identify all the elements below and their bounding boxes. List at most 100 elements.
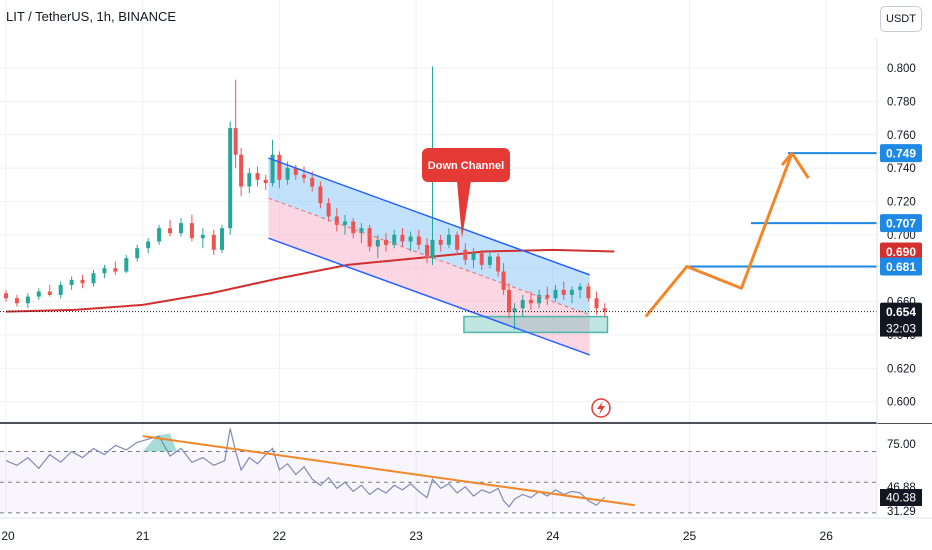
time-tick-label: 21 <box>136 529 150 543</box>
candle-body <box>178 223 183 234</box>
candle-body <box>430 239 435 259</box>
candle-body <box>528 299 533 304</box>
candle-body <box>189 223 194 239</box>
candle-body <box>4 293 8 299</box>
candle-body <box>561 289 566 295</box>
rsi-tick-label: 31.29 <box>887 506 916 518</box>
candle-body <box>211 234 216 250</box>
candle-body <box>569 289 574 295</box>
price-label-pill <box>880 214 922 233</box>
channel-upper-fill <box>268 158 590 315</box>
candle-body <box>507 289 512 312</box>
candle-body <box>277 154 282 180</box>
candle-body <box>553 289 558 299</box>
candle-body <box>219 228 224 250</box>
price-label-pill <box>880 302 922 321</box>
rsi-line <box>5 428 606 508</box>
candle-body <box>113 268 118 272</box>
channel-upper-line <box>268 157 590 276</box>
candle-body <box>416 236 421 245</box>
projection-arrowhead <box>780 152 794 167</box>
candle-body <box>479 253 484 265</box>
candle-body <box>302 174 307 179</box>
candle-body <box>263 179 268 184</box>
countdown-text: 32:03 <box>886 322 916 336</box>
candle-body <box>512 308 517 312</box>
time-tick-label: 26 <box>820 529 834 543</box>
projection-arrowhead <box>790 152 810 179</box>
candle-body <box>438 239 443 245</box>
price-label-text: 0.749 <box>886 147 916 161</box>
candle-body <box>455 234 460 250</box>
price-label-pill <box>880 257 922 276</box>
moving-average-line <box>5 248 615 313</box>
time-tick-label: 23 <box>409 529 423 543</box>
candle-body <box>91 273 96 284</box>
candle-body <box>392 234 397 245</box>
candle-body <box>545 294 550 299</box>
candle-body <box>14 298 19 304</box>
candle-body <box>501 271 506 290</box>
price-tick-label: 0.760 <box>887 130 916 142</box>
rsi-tick-label: 75.00 <box>887 439 916 451</box>
channel-callout-pointer <box>457 181 471 238</box>
candle-body <box>326 203 331 217</box>
candle-body <box>25 296 30 304</box>
candle-body <box>239 154 244 187</box>
price-tick-label: 0.800 <box>887 63 916 75</box>
price-label-text: 0.690 <box>886 245 916 259</box>
price-tick-label: 0.700 <box>887 230 916 242</box>
time-tick-label: 20 <box>1 529 15 543</box>
candle-body <box>270 154 275 184</box>
price-label-pill <box>880 144 922 163</box>
candle-body <box>487 256 492 265</box>
price-label-pill <box>880 242 922 261</box>
candle-body <box>408 236 413 242</box>
candle-body <box>343 221 348 225</box>
candle-body <box>228 128 233 229</box>
candle-body <box>80 279 85 284</box>
channel-callout-label: Down Channel <box>428 160 504 172</box>
rsi-value-text: 40.38 <box>886 490 916 504</box>
candle-body <box>69 279 74 285</box>
candle-body <box>247 173 252 187</box>
price-tick-label: 0.740 <box>887 163 916 175</box>
lightning-icon <box>597 401 605 415</box>
symbol-title: LIT / TetherUS, 1h, BINANCE <box>6 9 177 24</box>
candle-body <box>102 268 107 274</box>
projection-path <box>644 152 794 318</box>
candle-body <box>157 228 162 242</box>
price-tick-label: 0.600 <box>887 397 916 409</box>
price-label-text: 0.654 <box>886 305 916 319</box>
support-zone-box <box>463 315 609 334</box>
candle-body <box>285 168 290 180</box>
candle-body <box>47 291 52 295</box>
candle-body <box>375 239 380 247</box>
channel-callout-box <box>422 148 510 182</box>
time-tick-label: 24 <box>546 529 560 543</box>
candle-body <box>384 239 389 245</box>
candle-body <box>168 228 173 234</box>
price-tick-label: 0.780 <box>887 96 916 108</box>
time-tick-label: 25 <box>683 529 697 543</box>
countdown-pill <box>880 319 922 337</box>
candle-body <box>36 291 41 297</box>
currency-button[interactable]: USDT <box>880 6 922 32</box>
price-label-text: 0.707 <box>886 217 916 231</box>
candle-body <box>135 248 140 259</box>
rsi-overbought-fill <box>142 433 177 452</box>
price-tick-label: 0.720 <box>887 196 916 208</box>
candle-body <box>367 228 372 247</box>
candle-body <box>334 216 339 225</box>
channel-lower-line <box>268 237 590 356</box>
candle-body <box>146 241 151 249</box>
candle-body <box>578 286 583 290</box>
price-label-text: 0.681 <box>886 260 916 274</box>
candle-body <box>124 258 129 272</box>
candle-body <box>58 284 63 295</box>
candle-body <box>425 244 430 259</box>
candle-body <box>471 253 476 260</box>
candle-body <box>400 234 405 242</box>
candle-body <box>318 186 323 204</box>
